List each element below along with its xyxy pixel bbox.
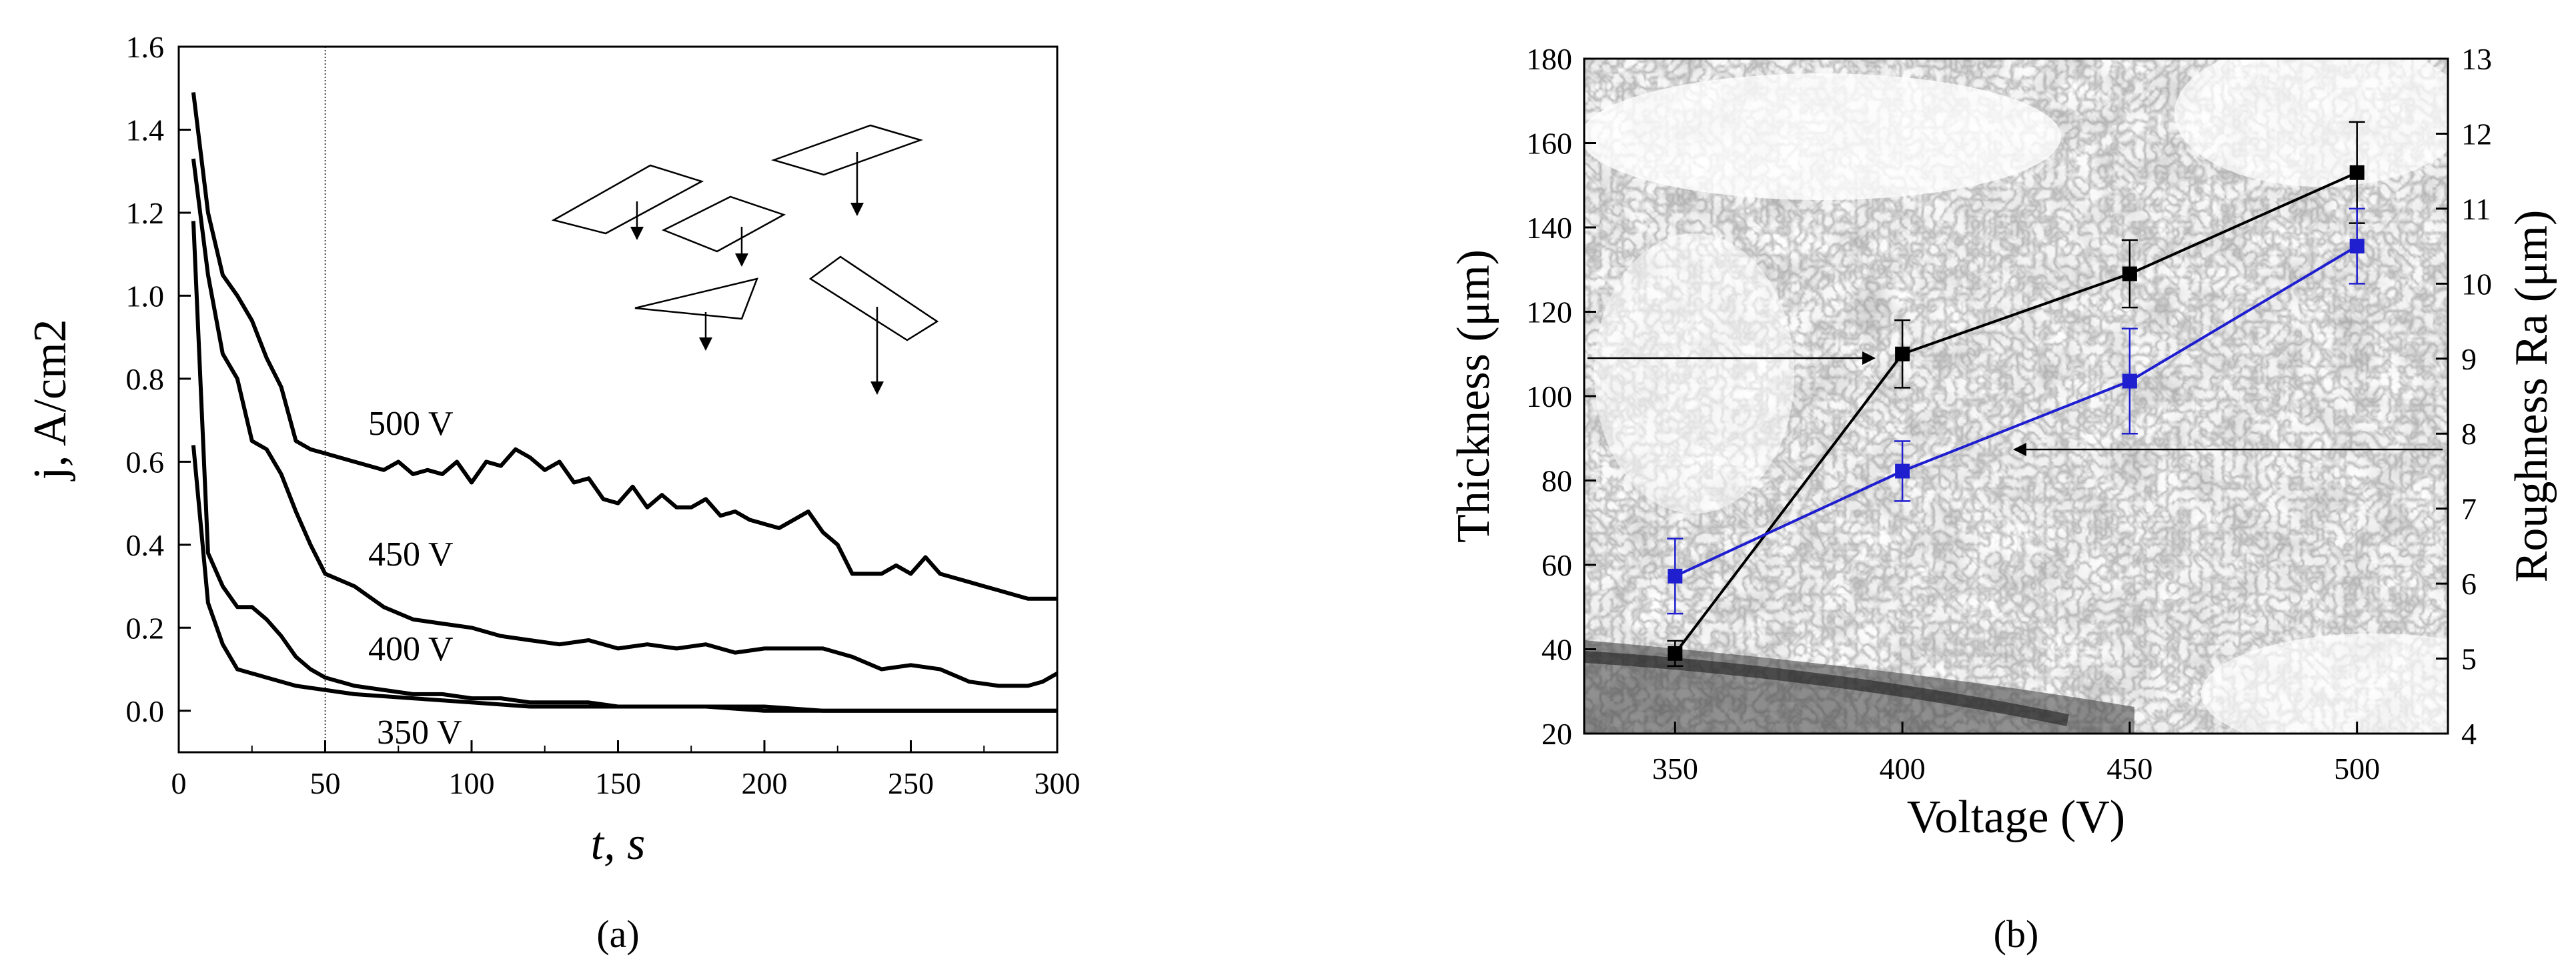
data-point-roughness-ra: [1895, 463, 1910, 479]
x-tick-label: 450: [2106, 752, 2152, 786]
y-tick-label: 40: [1541, 633, 1572, 667]
data-point-thickness: [1668, 646, 1683, 661]
y-right-tick-label: 11: [2461, 192, 2491, 226]
y-right-tick-label: 12: [2461, 117, 2492, 151]
y-axis-label: j, A/cm2: [25, 319, 76, 482]
series-line-500v: [191, 92, 1057, 601]
y-axis-label-roughness: Roughness Ra (μm): [2506, 210, 2557, 583]
x-tick-label: 150: [595, 766, 641, 800]
y-tick-label: 100: [1526, 379, 1572, 413]
x-tick-label: 250: [888, 766, 934, 800]
y-tick-label: 1.0: [126, 279, 165, 313]
series-line-roughness-ra: [1674, 245, 2358, 578]
y-right-tick-label: 6: [2461, 567, 2477, 601]
y-tick-label: 140: [1526, 211, 1572, 245]
y-tick-label: 180: [1526, 42, 1572, 76]
y-tick-label: 0.6: [126, 445, 165, 479]
x-axis-label: t, s: [591, 818, 646, 870]
series-line-450v: [191, 158, 1057, 688]
y-axis-label-thickness: Thickness (μm): [1448, 249, 1499, 543]
data-point-roughness-ra: [1668, 568, 1683, 584]
series-label-400v: 400 V: [368, 630, 454, 668]
y-right-tick-label: 10: [2461, 267, 2492, 301]
series-line-400v: [191, 221, 1057, 713]
sample-orientation-schematic: [551, 124, 939, 395]
data-point-roughness-ra: [2122, 373, 2137, 389]
series-line-thickness: [1674, 171, 2358, 655]
y-tick-label: 160: [1526, 127, 1572, 161]
y-tick-label: 1.6: [126, 30, 165, 64]
x-tick-label: 400: [1880, 752, 1926, 786]
y-tick-label: 120: [1526, 295, 1572, 329]
y-tick-label: 0.4: [126, 528, 165, 562]
y-tick-label: 0.0: [126, 694, 165, 728]
series-label-450v: 450 V: [368, 536, 454, 574]
y-right-tick-label: 7: [2461, 492, 2477, 526]
y-tick-label: 0.8: [126, 362, 165, 396]
y-right-tick-label: 9: [2461, 342, 2477, 376]
x-axis-label: Voltage (V): [1907, 792, 2125, 843]
series-line-350v: [191, 445, 1057, 713]
panel-label-a: (a): [596, 912, 639, 956]
y-right-tick-label: 8: [2461, 417, 2477, 451]
sem-background-image: [1584, 59, 2448, 734]
x-tick-label: 350: [1652, 752, 1698, 786]
x-tick-label: 500: [2334, 752, 2380, 786]
x-tick-label: 50: [310, 766, 341, 800]
y-tick-label: 1.2: [126, 196, 165, 230]
data-point-roughness-ra: [2349, 239, 2365, 254]
x-tick-label: 300: [1035, 766, 1081, 800]
x-tick-label: 100: [449, 766, 495, 800]
y-right-tick-label: 13: [2461, 42, 2492, 76]
y-right-tick-label: 4: [2461, 717, 2477, 751]
series-label-350v: 350 V: [377, 714, 462, 752]
data-point-thickness: [2349, 165, 2365, 180]
panel-label-b: (b): [1994, 912, 2039, 956]
panel-a-chart: 0 50 100 150 200 250 300 0.0 0.2 0.4 0.6 0.8 1.0 1.2…: [25, 30, 1081, 956]
x-tick-label: 0: [171, 766, 187, 800]
series-label-500v: 500 V: [368, 405, 454, 443]
y-tick-label: 80: [1541, 464, 1572, 498]
y-tick-label: 1.4: [126, 113, 165, 147]
data-point-thickness: [1895, 346, 1910, 361]
x-tick-label: 200: [742, 766, 788, 800]
panel-b-chart: 350 400 450 500 20 40 60 80 100 120 140 160 180 4 5 6…: [1448, 42, 2557, 956]
y-tick-label: 0.2: [126, 611, 165, 645]
y-right-tick-label: 5: [2461, 642, 2477, 676]
data-point-thickness: [2122, 266, 2137, 281]
y-tick-label: 60: [1541, 548, 1572, 582]
y-tick-label: 20: [1541, 717, 1572, 751]
